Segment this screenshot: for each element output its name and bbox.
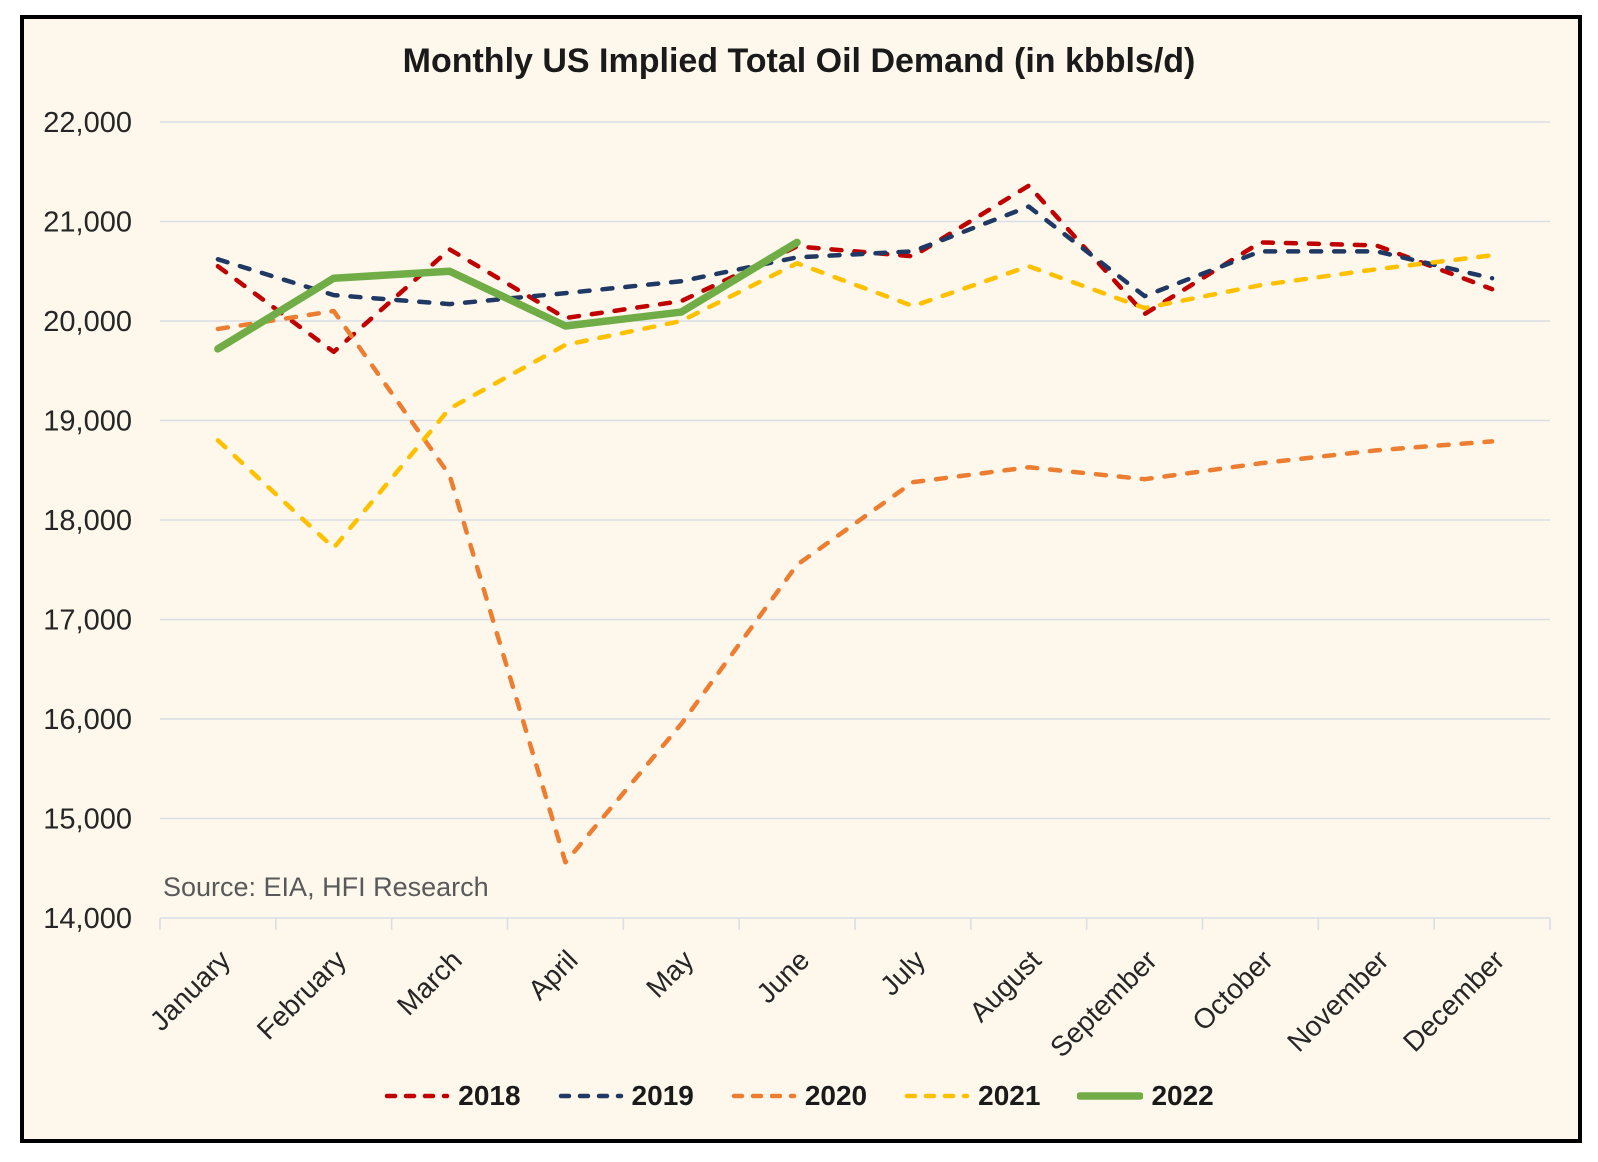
chart-title: Monthly US Implied Total Oil Demand (in … [402,42,1196,80]
legend-item-2022: 2022 [1077,1080,1214,1112]
legend-label: 2018 [458,1080,521,1111]
legend-swatch-2020 [731,1093,797,1099]
series-line-2019 [215,204,1495,307]
legend-item-2019: 2019 [558,1080,694,1112]
x-axis-label: March [391,944,468,1021]
x-axis-label: January [144,944,236,1036]
legend-label: 2019 [631,1080,694,1111]
y-axis-label: 21,000 [43,207,132,239]
legend-swatch-2019 [558,1093,623,1099]
legend-swatch-2022 [1077,1092,1144,1100]
y-axis-label: 15,000 [43,804,132,836]
legend-label: 2022 [1151,1080,1214,1111]
series-line-2018 [215,183,1495,355]
x-axis-label: August [963,944,1047,1028]
y-axis-label: 17,000 [43,605,132,637]
y-axis-label: 20,000 [43,306,132,338]
series-line-2020 [215,308,1495,865]
chart-legend: 2018 2019 2020 2021 2022 [0,1080,1598,1112]
x-axis-label: November [1281,944,1394,1057]
legend-label: 2020 [804,1080,868,1111]
legend-swatch-2018 [385,1093,450,1099]
chart-frame [20,15,1582,1143]
x-axis-label: April [522,944,584,1006]
x-axis-label: June [750,944,815,1009]
legend-item-2020: 2020 [731,1080,867,1112]
y-axis-label: 18,000 [43,505,132,537]
y-axis-label: 19,000 [43,406,132,438]
series-line-2022 [214,238,801,353]
x-axis-label: September [1044,944,1163,1063]
legend-swatch-2021 [904,1093,970,1099]
y-axis-label: 16,000 [43,704,132,736]
x-axis-label: July [874,944,931,1001]
x-axis-label: May [640,944,699,1003]
x-axis-label: December [1397,944,1510,1057]
x-axis-label: October [1186,944,1278,1036]
y-axis-label: 22,000 [43,107,132,139]
legend-label: 2021 [978,1080,1041,1111]
source-note: Source: EIA, HFI Research [163,872,489,902]
x-axis-label: February [251,944,352,1045]
legend-item-2018: 2018 [384,1080,521,1112]
legend-item-2021: 2021 [904,1080,1040,1112]
series-line-2021 [215,253,1495,551]
y-axis-label: 14,000 [43,903,132,935]
